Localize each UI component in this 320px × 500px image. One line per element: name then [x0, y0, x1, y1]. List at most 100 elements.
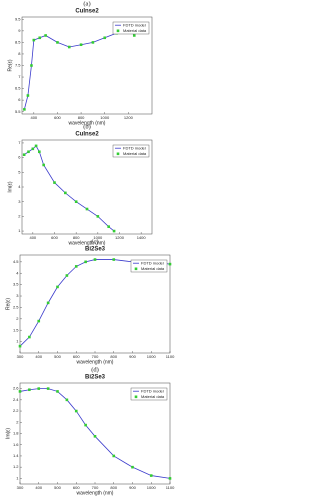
legend-label: Material data [141, 266, 165, 271]
y-tick-label: 5.5 [15, 109, 21, 114]
data-marker [65, 274, 69, 277]
y-tick-label: 2 [18, 213, 21, 218]
data-marker [93, 258, 97, 261]
legend-label: FDTD model [123, 145, 146, 150]
y-tick-label: 9 [18, 28, 21, 33]
x-tick-label: 900 [129, 354, 136, 359]
x-tick-label: 1000 [147, 485, 157, 490]
x-tick-label: 800 [78, 115, 85, 120]
data-marker [112, 454, 116, 458]
legend-label: FDTD model [141, 260, 164, 265]
data-marker [22, 153, 26, 156]
x-tick-label: 500 [54, 354, 61, 359]
x-tick-label: 600 [73, 354, 80, 359]
y-tick-label: 1.4 [13, 453, 19, 458]
data-marker [53, 181, 56, 184]
legend-label: FDTD model [141, 388, 164, 393]
panel-label: (a) [83, 0, 90, 7]
data-marker [168, 262, 172, 266]
y-tick-label: 9.5 [15, 16, 21, 21]
data-marker [44, 34, 47, 37]
chart-title: CuInse2 [75, 132, 99, 138]
chart-title: Bi2Se3 [85, 247, 106, 253]
y-tick-label: 8 [18, 51, 21, 56]
legend-box [112, 144, 150, 158]
legend-box [130, 387, 168, 401]
data-marker [18, 344, 22, 348]
data-marker [103, 36, 107, 40]
figure: (a) CuInse2 400 600 800 1000 1200 5.5 6 6.5 7 7.5 8 8… [5, 0, 175, 496]
data-marker [30, 64, 33, 67]
data-marker [23, 108, 26, 111]
legend-marker [134, 395, 138, 399]
data-marker [46, 387, 50, 390]
legend-marker [134, 267, 138, 271]
y-tick-label: 1.2 [13, 464, 19, 469]
data-marker [107, 225, 110, 228]
data-marker [37, 387, 41, 390]
y-tick-label: 6.5 [15, 86, 21, 91]
y-tick-label: 4.5 [13, 259, 19, 264]
y-tick-label: 1 [16, 475, 19, 480]
x-tick-label: 1200 [115, 235, 125, 240]
data-marker [84, 423, 87, 427]
y-tick-label: 2 [16, 316, 19, 321]
y-axis-label: Im(ε) [5, 428, 11, 439]
y-tick-label: 4 [18, 184, 21, 189]
x-tick-label: 1100 [166, 354, 175, 359]
x-tick-label: 500 [54, 485, 61, 490]
x-tick-label: 900 [129, 485, 136, 490]
data-marker [85, 207, 89, 211]
data-marker [74, 265, 78, 268]
legend-label: FDTD model [123, 22, 146, 27]
data-marker [56, 41, 59, 44]
data-marker [42, 163, 45, 167]
x-tick-label: 400 [30, 115, 37, 120]
data-marker [96, 215, 100, 218]
data-marker [168, 477, 172, 480]
x-tick-label: 600 [73, 485, 80, 490]
y-tick-label: 7.5 [15, 63, 21, 68]
data-marker [112, 258, 116, 261]
y-tick-label: 7 [18, 140, 21, 145]
data-marker [132, 34, 136, 37]
legend-label: Material data [123, 151, 147, 156]
x-tick-label: 1000 [93, 235, 103, 240]
x-axis-label: wavelength (nm) [77, 490, 114, 496]
y-tick-label: 2.2 [13, 408, 19, 413]
x-tick-label: 300 [17, 354, 24, 359]
x-tick-label: 400 [35, 354, 42, 359]
y-tick-label: 3 [18, 199, 21, 204]
data-marker [31, 147, 35, 151]
y-tick-label: 2.4 [13, 397, 19, 402]
x-tick-label: 600 [54, 115, 61, 120]
panel-label: (d) [91, 366, 99, 373]
y-tick-label: 1.5 [13, 327, 19, 332]
data-marker [74, 409, 78, 413]
data-marker [34, 144, 38, 148]
data-marker [131, 465, 134, 469]
x-axis-label: wavelength (nm) [77, 359, 114, 365]
y-tick-label: 7 [18, 74, 21, 79]
x-tick-label: 300 [17, 485, 24, 490]
y-tick-label: 6 [18, 97, 21, 102]
y-axis-label: Re(ε) [7, 59, 13, 71]
x-tick-label: 800 [73, 235, 80, 240]
x-tick-label: 1400 [137, 235, 147, 240]
legend-box [130, 259, 168, 273]
data-marker [37, 319, 41, 323]
y-tick-label: 5 [18, 169, 21, 174]
data-marker [38, 36, 42, 40]
x-tick-label: 1100 [166, 485, 175, 490]
x-tick-label: 600 [51, 235, 58, 240]
chart-title: CuInse2 [75, 9, 99, 15]
y-tick-label: 2.6 [13, 386, 19, 391]
data-marker [18, 390, 22, 393]
x-tick-label: 1000 [100, 115, 110, 120]
data-marker [32, 38, 36, 42]
x-tick-label: 1000 [147, 354, 157, 359]
data-marker [64, 191, 67, 195]
data-marker [56, 285, 59, 289]
data-marker [93, 435, 97, 438]
y-tick-label: 3 [16, 293, 19, 298]
